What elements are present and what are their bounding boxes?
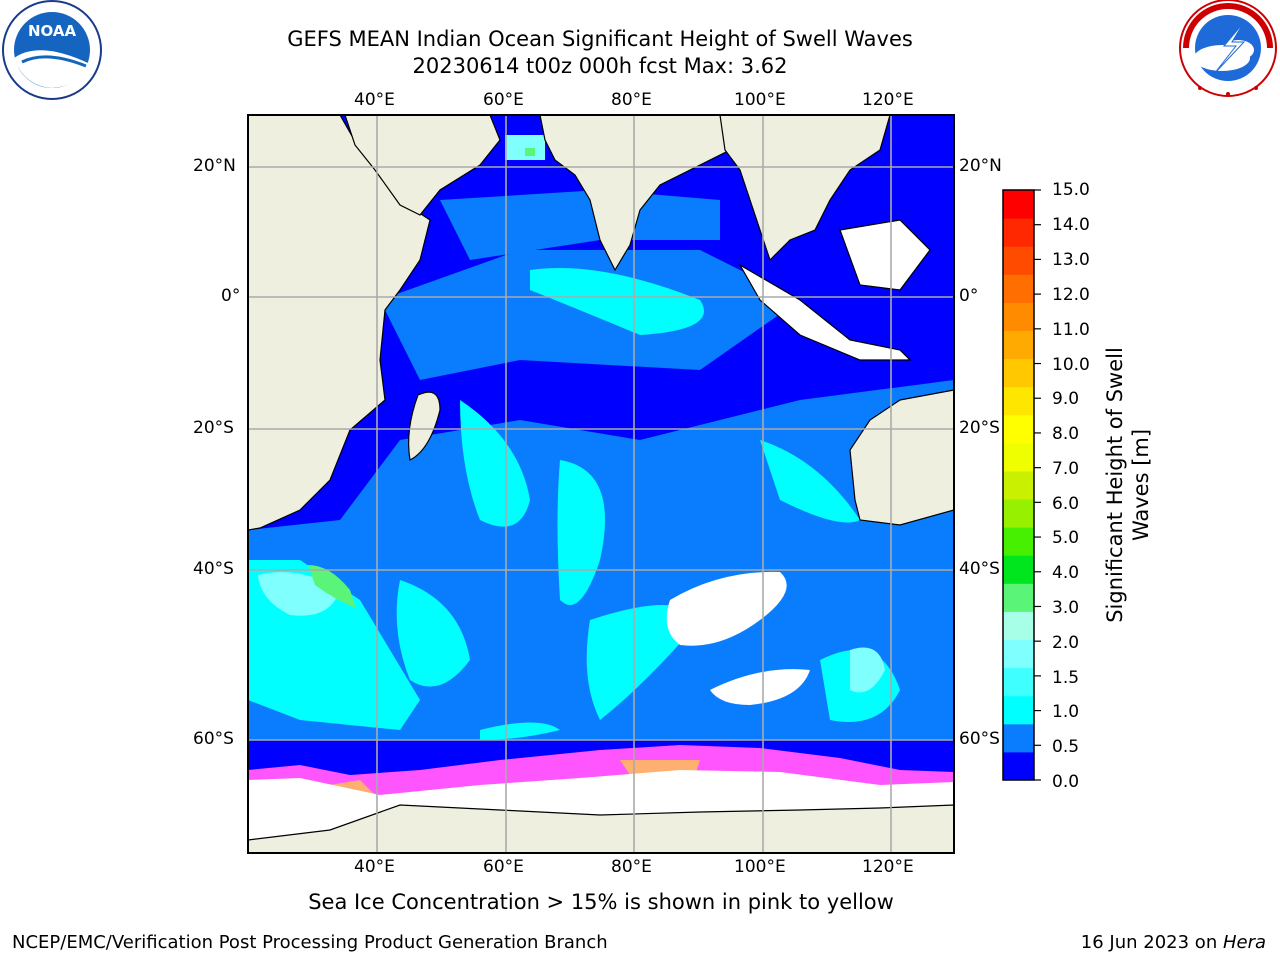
colorbar-tick: 1.5 <box>1052 668 1080 688</box>
lat-label-right-40s: 40°S <box>959 559 1000 579</box>
colorbar-segment <box>1003 330 1034 360</box>
lat-label-left-40s: 40°S <box>193 559 234 579</box>
lon-label-bottom-80e: 80°E <box>611 857 652 877</box>
lon-label-bottom-60e: 60°E <box>483 857 524 877</box>
lat-label-left-0: 0° <box>221 286 241 306</box>
lat-label-left-20s: 20°S <box>193 418 234 438</box>
footer-date: 16 Jun 2023 on Hera <box>1081 932 1266 953</box>
lon-label-bottom-40e: 40°E <box>354 857 395 877</box>
colorbar-segment <box>1003 583 1034 612</box>
colorbar-tick: 7.0 <box>1052 459 1080 479</box>
lon-label-top-80e: 80°E <box>611 90 652 110</box>
colorbar-tick: 11.0 <box>1052 320 1090 340</box>
colorbar-tick: 4.0 <box>1052 563 1080 583</box>
colorbar-segment <box>1003 470 1034 500</box>
colorbar-segment <box>1003 190 1034 219</box>
graticule <box>248 115 954 853</box>
colorbar-segment <box>1003 751 1034 781</box>
colorbar-segment <box>1003 695 1034 725</box>
colorbar-segment <box>1003 499 1034 528</box>
map-panel <box>247 114 955 854</box>
colorbar <box>1003 189 1041 781</box>
map-subtitle: 20230614 t00z 000h fcst Max: 3.62 <box>412 54 788 78</box>
nws-logo <box>1179 0 1277 97</box>
lat-label-right-0: 0° <box>959 286 979 306</box>
colorbar-tick: 12.0 <box>1052 285 1090 305</box>
footer-host: Hera <box>1222 932 1266 953</box>
colorbar-tick: 14.0 <box>1052 215 1090 235</box>
colorbar-tick: 0.5 <box>1052 737 1080 757</box>
lon-label-top-100e: 100°E <box>734 90 786 110</box>
colorbar-tick: 1.0 <box>1052 702 1080 722</box>
footer-date-text: 16 Jun 2023 on <box>1080 932 1223 953</box>
colorbar-segment <box>1003 246 1034 275</box>
colorbar-tick: 10.0 <box>1052 355 1090 375</box>
lon-label-bottom-100e: 100°E <box>734 857 786 877</box>
colorbar-segment <box>1003 442 1034 472</box>
footer-credit: NCEP/EMC/Verification Post Processing Pr… <box>12 932 608 953</box>
colorbar-title-line1: Significant Height of Swell <box>1103 347 1127 623</box>
lat-label-right-20s: 20°S <box>959 418 1000 438</box>
colorbar-segment <box>1003 555 1034 584</box>
lat-label-right-60s: 60°S <box>959 729 1000 749</box>
colorbar-tick: 9.0 <box>1052 389 1080 409</box>
colorbar-tick: 15.0 <box>1052 180 1090 200</box>
colorbar-segment <box>1003 386 1034 416</box>
colorbar-tick: 13.0 <box>1052 250 1090 270</box>
lon-label-top-120e: 120°E <box>862 90 914 110</box>
colorbar-segment <box>1003 527 1034 556</box>
lat-label-left-60s: 60°S <box>193 729 234 749</box>
lon-label-top-40e: 40°E <box>354 90 395 110</box>
colorbar-segment <box>1003 611 1034 641</box>
lon-label-top-60e: 60°E <box>483 90 524 110</box>
colorbar-tick: 2.0 <box>1052 633 1080 653</box>
colorbar-tick: 8.0 <box>1052 424 1080 444</box>
lon-label-bottom-120e: 120°E <box>862 857 914 877</box>
sea-ice-caption: Sea Ice Concentration > 15% is shown in … <box>308 890 894 914</box>
colorbar-segment <box>1003 639 1034 669</box>
colorbar-segment <box>1003 667 1034 697</box>
colorbar-segment <box>1003 723 1034 753</box>
noaa-logo-text: NOAA <box>28 22 77 40</box>
colorbar-tick: 3.0 <box>1052 598 1080 618</box>
colorbar-segment <box>1003 302 1034 331</box>
lat-label-right-20n: 20°N <box>959 156 1002 176</box>
lat-label-left-20n: 20°N <box>193 156 236 176</box>
colorbar-tick: 5.0 <box>1052 528 1080 548</box>
noaa-logo: NOAA <box>2 0 102 100</box>
map-title: GEFS MEAN Indian Ocean Significant Heigh… <box>287 27 913 51</box>
colorbar-segment <box>1003 218 1034 247</box>
colorbar-tick: 0.0 <box>1052 772 1080 792</box>
colorbar-segment <box>1003 358 1034 388</box>
colorbar-segment <box>1003 274 1034 303</box>
colorbar-tick: 6.0 <box>1052 494 1080 514</box>
colorbar-segment <box>1003 414 1034 444</box>
colorbar-title-line2: Waves [m] <box>1129 428 1153 542</box>
